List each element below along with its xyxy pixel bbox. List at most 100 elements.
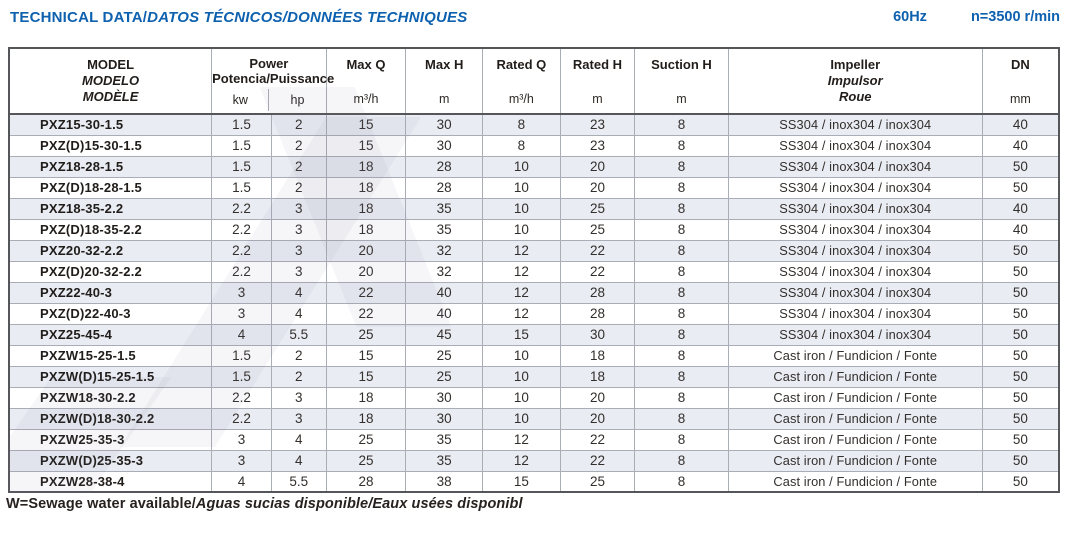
cell-hp: 2 bbox=[270, 155, 327, 178]
cell-suction-h: 8 bbox=[634, 386, 729, 409]
cell-impeller: SS304 / inox304 / inox304 bbox=[727, 176, 983, 199]
table-row: PXZW(D)18-30-2.2 2.2 3 18 30 10 20 8 Cast iron /… bbox=[8, 407, 1060, 430]
cell-impeller: SS304 / inox304 / inox304 bbox=[727, 302, 983, 325]
cell-rated-h: 18 bbox=[559, 365, 636, 388]
cell-rated-h: 22 bbox=[559, 260, 636, 283]
cell-dn: 50 bbox=[981, 344, 1060, 367]
cell-impeller: SS304 / inox304 / inox304 bbox=[727, 239, 983, 262]
cell-suction-h: 8 bbox=[634, 176, 729, 199]
cell-kw: 3 bbox=[211, 302, 272, 325]
technical-data-table-wrap: MODEL MODELO MODÈLE Power Potencia/Puiss… bbox=[8, 47, 1060, 493]
cell-max-h: 25 bbox=[405, 344, 484, 367]
header-impeller-fr: Roue bbox=[838, 89, 872, 104]
cell-kw: 2.2 bbox=[211, 218, 272, 241]
header-suction-h-unit: m bbox=[676, 92, 687, 106]
cell-max-q: 20 bbox=[325, 239, 407, 262]
header-suction-h-label: Suction H bbox=[651, 57, 712, 72]
cell-max-h: 28 bbox=[405, 155, 484, 178]
cell-kw: 2.2 bbox=[211, 386, 272, 409]
cell-hp: 3 bbox=[270, 260, 327, 283]
page-title-main: TECHNICAL DATA/ bbox=[10, 9, 148, 26]
cell-kw: 1.5 bbox=[211, 155, 272, 178]
cell-model: PXZ20-32-2.2 bbox=[8, 239, 213, 262]
cell-model: PXZ(D)20-32-2.2 bbox=[8, 260, 213, 283]
cell-rated-h: 22 bbox=[559, 449, 636, 472]
cell-hp: 2 bbox=[270, 365, 327, 388]
header-power-sub: Potencia/Puissance bbox=[212, 71, 335, 86]
header-power: Power Potencia/Puissance kw hp bbox=[211, 47, 335, 115]
cell-kw: 4 bbox=[211, 470, 272, 493]
cell-max-h: 35 bbox=[405, 449, 484, 472]
table-header: MODEL MODELO MODÈLE Power Potencia/Puiss… bbox=[8, 47, 1060, 115]
cell-suction-h: 8 bbox=[634, 323, 729, 346]
cell-impeller: SS304 / inox304 / inox304 bbox=[727, 260, 983, 283]
cell-rated-h: 25 bbox=[559, 470, 636, 493]
cell-rated-q: 10 bbox=[482, 197, 561, 220]
cell-impeller: Cast iron / Fundicion / Fonte bbox=[727, 428, 983, 451]
cell-kw: 1.5 bbox=[211, 365, 272, 388]
cell-suction-h: 8 bbox=[634, 281, 729, 304]
cell-suction-h: 8 bbox=[634, 428, 729, 451]
cell-kw: 1.5 bbox=[211, 113, 272, 136]
cell-impeller: SS304 / inox304 / inox304 bbox=[727, 323, 983, 346]
header-max-q-unit: m³/h bbox=[353, 92, 379, 106]
cell-max-q: 15 bbox=[325, 113, 407, 136]
cell-impeller: SS304 / inox304 / inox304 bbox=[727, 218, 983, 241]
cell-suction-h: 8 bbox=[634, 155, 729, 178]
cell-kw: 3 bbox=[211, 281, 272, 304]
cell-impeller: SS304 / inox304 / inox304 bbox=[727, 281, 983, 304]
header-max-h-unit: m bbox=[438, 92, 450, 106]
header-max-q-label: Max Q bbox=[346, 57, 386, 72]
cell-suction-h: 8 bbox=[634, 218, 729, 241]
cell-max-q: 18 bbox=[325, 218, 407, 241]
header-row: MODEL MODELO MODÈLE Power Potencia/Puiss… bbox=[8, 47, 1060, 115]
cell-impeller: Cast iron / Fundicion / Fonte bbox=[727, 386, 983, 409]
header-power-label: Power bbox=[249, 56, 289, 71]
cell-rated-h: 20 bbox=[559, 176, 636, 199]
cell-rated-q: 10 bbox=[482, 386, 561, 409]
cell-max-q: 18 bbox=[325, 176, 407, 199]
cell-max-q: 18 bbox=[325, 386, 407, 409]
cell-hp: 3 bbox=[270, 218, 327, 241]
table-row: PXZW(D)15-25-1.5 1.5 2 15 25 10 18 8 Cast iron /… bbox=[8, 365, 1060, 388]
cell-max-q: 22 bbox=[325, 302, 407, 325]
cell-max-q: 25 bbox=[325, 449, 407, 472]
cell-model: PXZ(D)15-30-1.5 bbox=[8, 134, 213, 157]
cell-model: PXZW18-30-2.2 bbox=[8, 386, 213, 409]
cell-kw: 2.2 bbox=[211, 260, 272, 283]
cell-max-q: 15 bbox=[325, 365, 407, 388]
cell-kw: 2.2 bbox=[211, 197, 272, 220]
cell-suction-h: 8 bbox=[634, 134, 729, 157]
cell-max-q: 15 bbox=[325, 344, 407, 367]
cell-model: PXZ(D)18-28-1.5 bbox=[8, 176, 213, 199]
header-rated-q: Rated Q m³/h bbox=[482, 47, 561, 115]
cell-dn: 50 bbox=[981, 155, 1060, 178]
cell-impeller: SS304 / inox304 / inox304 bbox=[727, 197, 983, 220]
table-row: PXZ20-32-2.2 2.2 3 20 32 12 22 8 SS304 / inox304… bbox=[8, 239, 1060, 262]
cell-hp: 4 bbox=[270, 302, 327, 325]
table-row: PXZ(D)22-40-3 3 4 22 40 12 28 8 SS304 / inox304 … bbox=[8, 302, 1060, 325]
header-model-en: MODEL bbox=[87, 57, 135, 72]
cell-rated-h: 25 bbox=[559, 197, 636, 220]
cell-rated-h: 20 bbox=[559, 407, 636, 430]
cell-rated-h: 28 bbox=[559, 281, 636, 304]
cell-rated-q: 10 bbox=[482, 407, 561, 430]
cell-rated-h: 20 bbox=[559, 155, 636, 178]
header-suction-h: Suction H m bbox=[634, 47, 729, 115]
technical-data-table: MODEL MODELO MODÈLE Power Potencia/Puiss… bbox=[8, 47, 1060, 493]
header-model-es: MODELO bbox=[82, 73, 140, 88]
cell-dn: 50 bbox=[981, 323, 1060, 346]
cell-impeller: Cast iron / Fundicion / Fonte bbox=[727, 344, 983, 367]
cell-dn: 50 bbox=[981, 239, 1060, 262]
cell-hp: 3 bbox=[270, 407, 327, 430]
cell-rated-h: 23 bbox=[559, 113, 636, 136]
cell-rated-q: 12 bbox=[482, 239, 561, 262]
cell-dn: 40 bbox=[981, 218, 1060, 241]
cell-model: PXZ25-45-4 bbox=[8, 323, 213, 346]
table-row: PXZ15-30-1.5 1.5 2 15 30 8 23 8 SS304 / inox304 … bbox=[8, 113, 1060, 136]
cell-hp: 2 bbox=[270, 344, 327, 367]
cell-max-q: 28 bbox=[325, 470, 407, 493]
cell-impeller: SS304 / inox304 / inox304 bbox=[727, 113, 983, 136]
cell-dn: 50 bbox=[981, 176, 1060, 199]
header-rated-q-unit: m³/h bbox=[508, 92, 534, 106]
